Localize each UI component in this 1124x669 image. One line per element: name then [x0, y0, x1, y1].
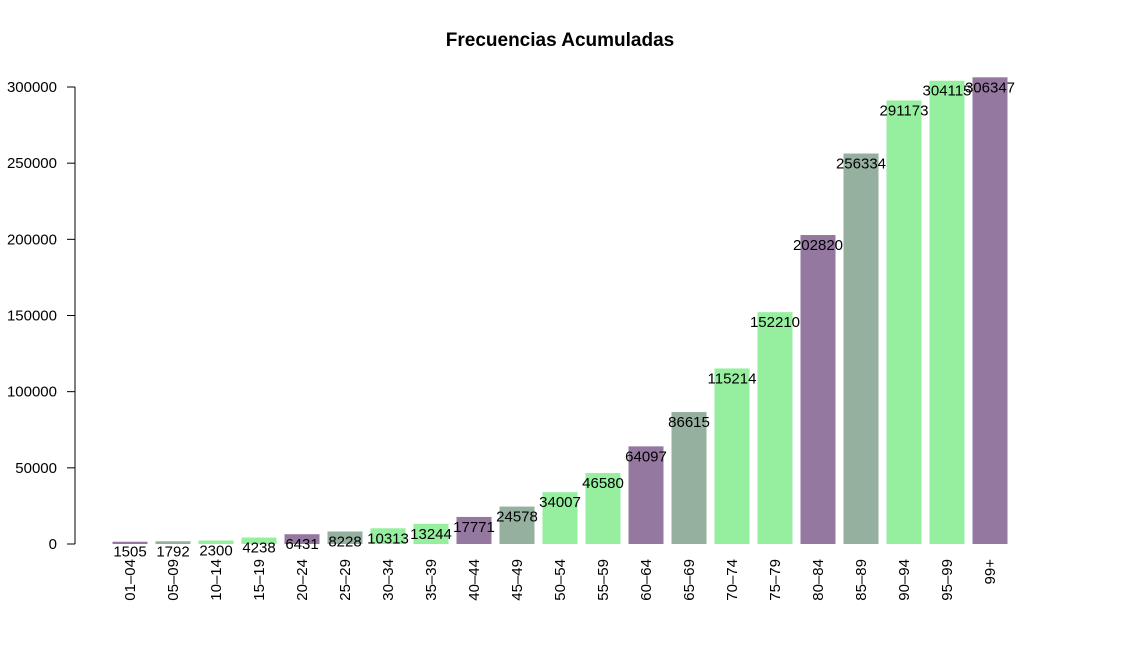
bar — [714, 368, 750, 544]
bar — [155, 541, 191, 544]
bar — [628, 446, 664, 544]
data-label: 306347 — [965, 79, 1015, 96]
data-label: 256334 — [836, 156, 886, 173]
bar — [671, 412, 707, 544]
data-label: 115214 — [708, 370, 757, 387]
data-label: 86615 — [668, 414, 710, 431]
y-tick-label: 150000 — [7, 308, 57, 325]
y-tick-label: 300000 — [7, 79, 57, 96]
x-tick-label: 45–49 — [509, 559, 526, 601]
x-tick-label: 30–34 — [380, 559, 397, 601]
x-tick-label: 50–54 — [552, 559, 569, 601]
data-label: 1505 — [113, 544, 146, 561]
data-label: 8228 — [328, 533, 361, 550]
bars-group — [112, 77, 1008, 545]
bar — [800, 235, 836, 544]
bar — [843, 153, 879, 544]
x-tick-label: 01–04 — [122, 559, 139, 601]
bar — [542, 492, 578, 544]
bar — [585, 473, 621, 544]
x-tick-label: 05–09 — [165, 559, 182, 601]
x-tick-label: 20–24 — [294, 559, 311, 601]
bar — [757, 312, 793, 544]
y-tick-label: 0 — [49, 536, 57, 553]
x-tick-label: 55–59 — [595, 559, 612, 601]
y-tick-label: 50000 — [15, 460, 57, 477]
data-label: 6431 — [285, 536, 318, 553]
x-tick-label: 90–94 — [896, 559, 913, 601]
data-label: 10313 — [367, 530, 409, 547]
bar — [499, 506, 535, 544]
data-label: 1792 — [156, 543, 189, 560]
data-label: 304115 — [923, 83, 972, 100]
bar — [198, 540, 234, 544]
data-label: 152210 — [750, 314, 800, 331]
x-tick-label: 65–69 — [681, 559, 698, 601]
bar — [370, 528, 406, 544]
x-tick-label: 25–29 — [337, 559, 354, 601]
data-label: 13244 — [410, 526, 452, 543]
bar — [929, 80, 965, 545]
data-label: 24578 — [496, 509, 538, 526]
chart-title: Frecuencias Acumuladas — [446, 30, 674, 51]
y-tick-label: 200000 — [7, 231, 57, 248]
data-label: 2300 — [199, 542, 232, 559]
x-tick-label: 60–64 — [638, 559, 655, 601]
data-label: 64097 — [625, 448, 667, 465]
y-tick-label: 100000 — [7, 384, 57, 401]
y-tick-label: 250000 — [7, 155, 57, 172]
x-tick-label: 85–89 — [853, 559, 870, 601]
bar — [972, 77, 1008, 544]
y-axis: 0 50000 100000 150000 200000 250000 300000 — [7, 79, 76, 553]
bar — [112, 541, 148, 544]
data-labels-group: 1505 1792 2300 4238 6431 8228 10313 13244 177712… — [113, 79, 1015, 560]
x-tick-label: 95–99 — [939, 559, 956, 601]
data-label: 34007 — [539, 494, 581, 511]
bar — [886, 100, 922, 544]
bar — [241, 537, 277, 544]
bar — [284, 534, 320, 544]
data-label: 202820 — [793, 237, 843, 254]
bar — [456, 516, 492, 544]
x-axis-labels: 01–04 05–09 10–14 15–19 20–24 25–29 30–34 35–39… — [122, 559, 999, 601]
data-label: 17771 — [453, 519, 495, 536]
data-label: 4238 — [242, 540, 275, 557]
x-tick-label: 40–44 — [466, 559, 483, 601]
x-tick-label: 75–79 — [767, 559, 784, 601]
bar — [327, 531, 363, 544]
x-tick-label: 15–19 — [251, 559, 268, 601]
x-tick-label: 80–84 — [810, 559, 827, 601]
data-label: 46580 — [582, 475, 624, 492]
bar — [413, 523, 449, 544]
data-label: 291173 — [880, 102, 929, 119]
x-tick-label: 35–39 — [423, 559, 440, 601]
x-tick-label: 99+ — [982, 559, 999, 585]
x-tick-label: 10–14 — [208, 559, 225, 601]
x-tick-label: 70–74 — [724, 559, 741, 601]
